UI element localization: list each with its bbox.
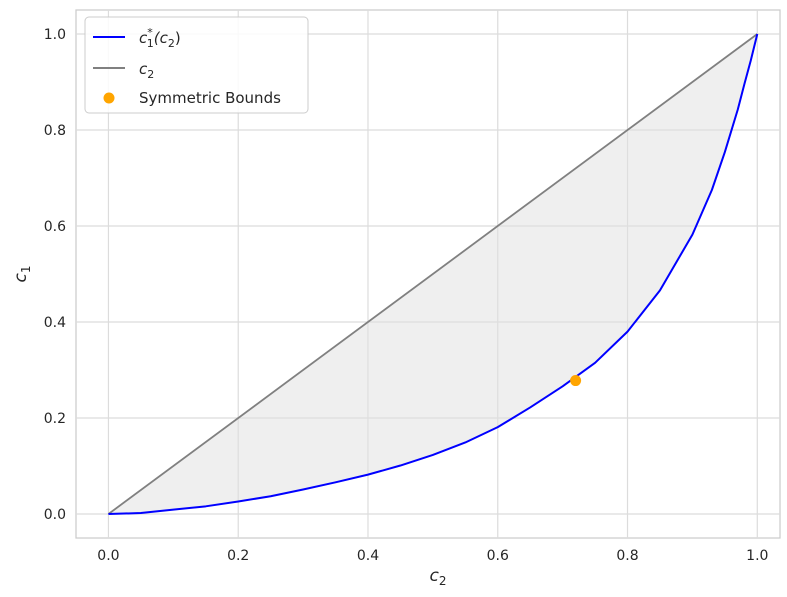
legend-diagonal-label: c2 xyxy=(139,60,154,81)
x-tick-label: 0.0 xyxy=(97,548,119,564)
series-line-diagonal xyxy=(107,33,758,515)
x-tick-label: 0.8 xyxy=(616,548,638,564)
y-tick-label: 0.2 xyxy=(44,411,66,427)
legend: c* 1(c2) c2 Symmetric Bounds xyxy=(84,16,309,114)
y-tick-label: 0.4 xyxy=(44,315,66,331)
x-tick-label: 0.4 xyxy=(357,548,379,564)
y-tick-label: 0.0 xyxy=(44,507,66,523)
series-line-curve xyxy=(108,33,759,515)
legend-points-swatch xyxy=(103,92,115,104)
x-tick-label: 0.2 xyxy=(227,548,249,564)
y-tick-label: 1.0 xyxy=(44,27,66,43)
legend-curve-label: c* 1(c2) xyxy=(139,26,181,50)
x-ticks: 0.0 0.2 0.4 0.6 0.8 1.0 xyxy=(97,548,768,564)
y-tick-label: 0.8 xyxy=(44,123,66,139)
y-tick-label: 0.6 xyxy=(44,219,66,235)
x-tick-label: 1.0 xyxy=(746,548,768,564)
y-ticks: 0.0 0.2 0.4 0.6 0.8 1.0 xyxy=(44,27,66,523)
legend-points-label: Symmetric Bounds xyxy=(139,89,281,107)
legend-box xyxy=(84,16,309,114)
x-tick-label: 0.6 xyxy=(487,548,509,564)
series xyxy=(107,33,759,515)
symmetric-bound-point xyxy=(570,375,582,387)
x-axis-label: c2 xyxy=(430,566,447,588)
y-axis-label: c1 xyxy=(11,266,33,283)
